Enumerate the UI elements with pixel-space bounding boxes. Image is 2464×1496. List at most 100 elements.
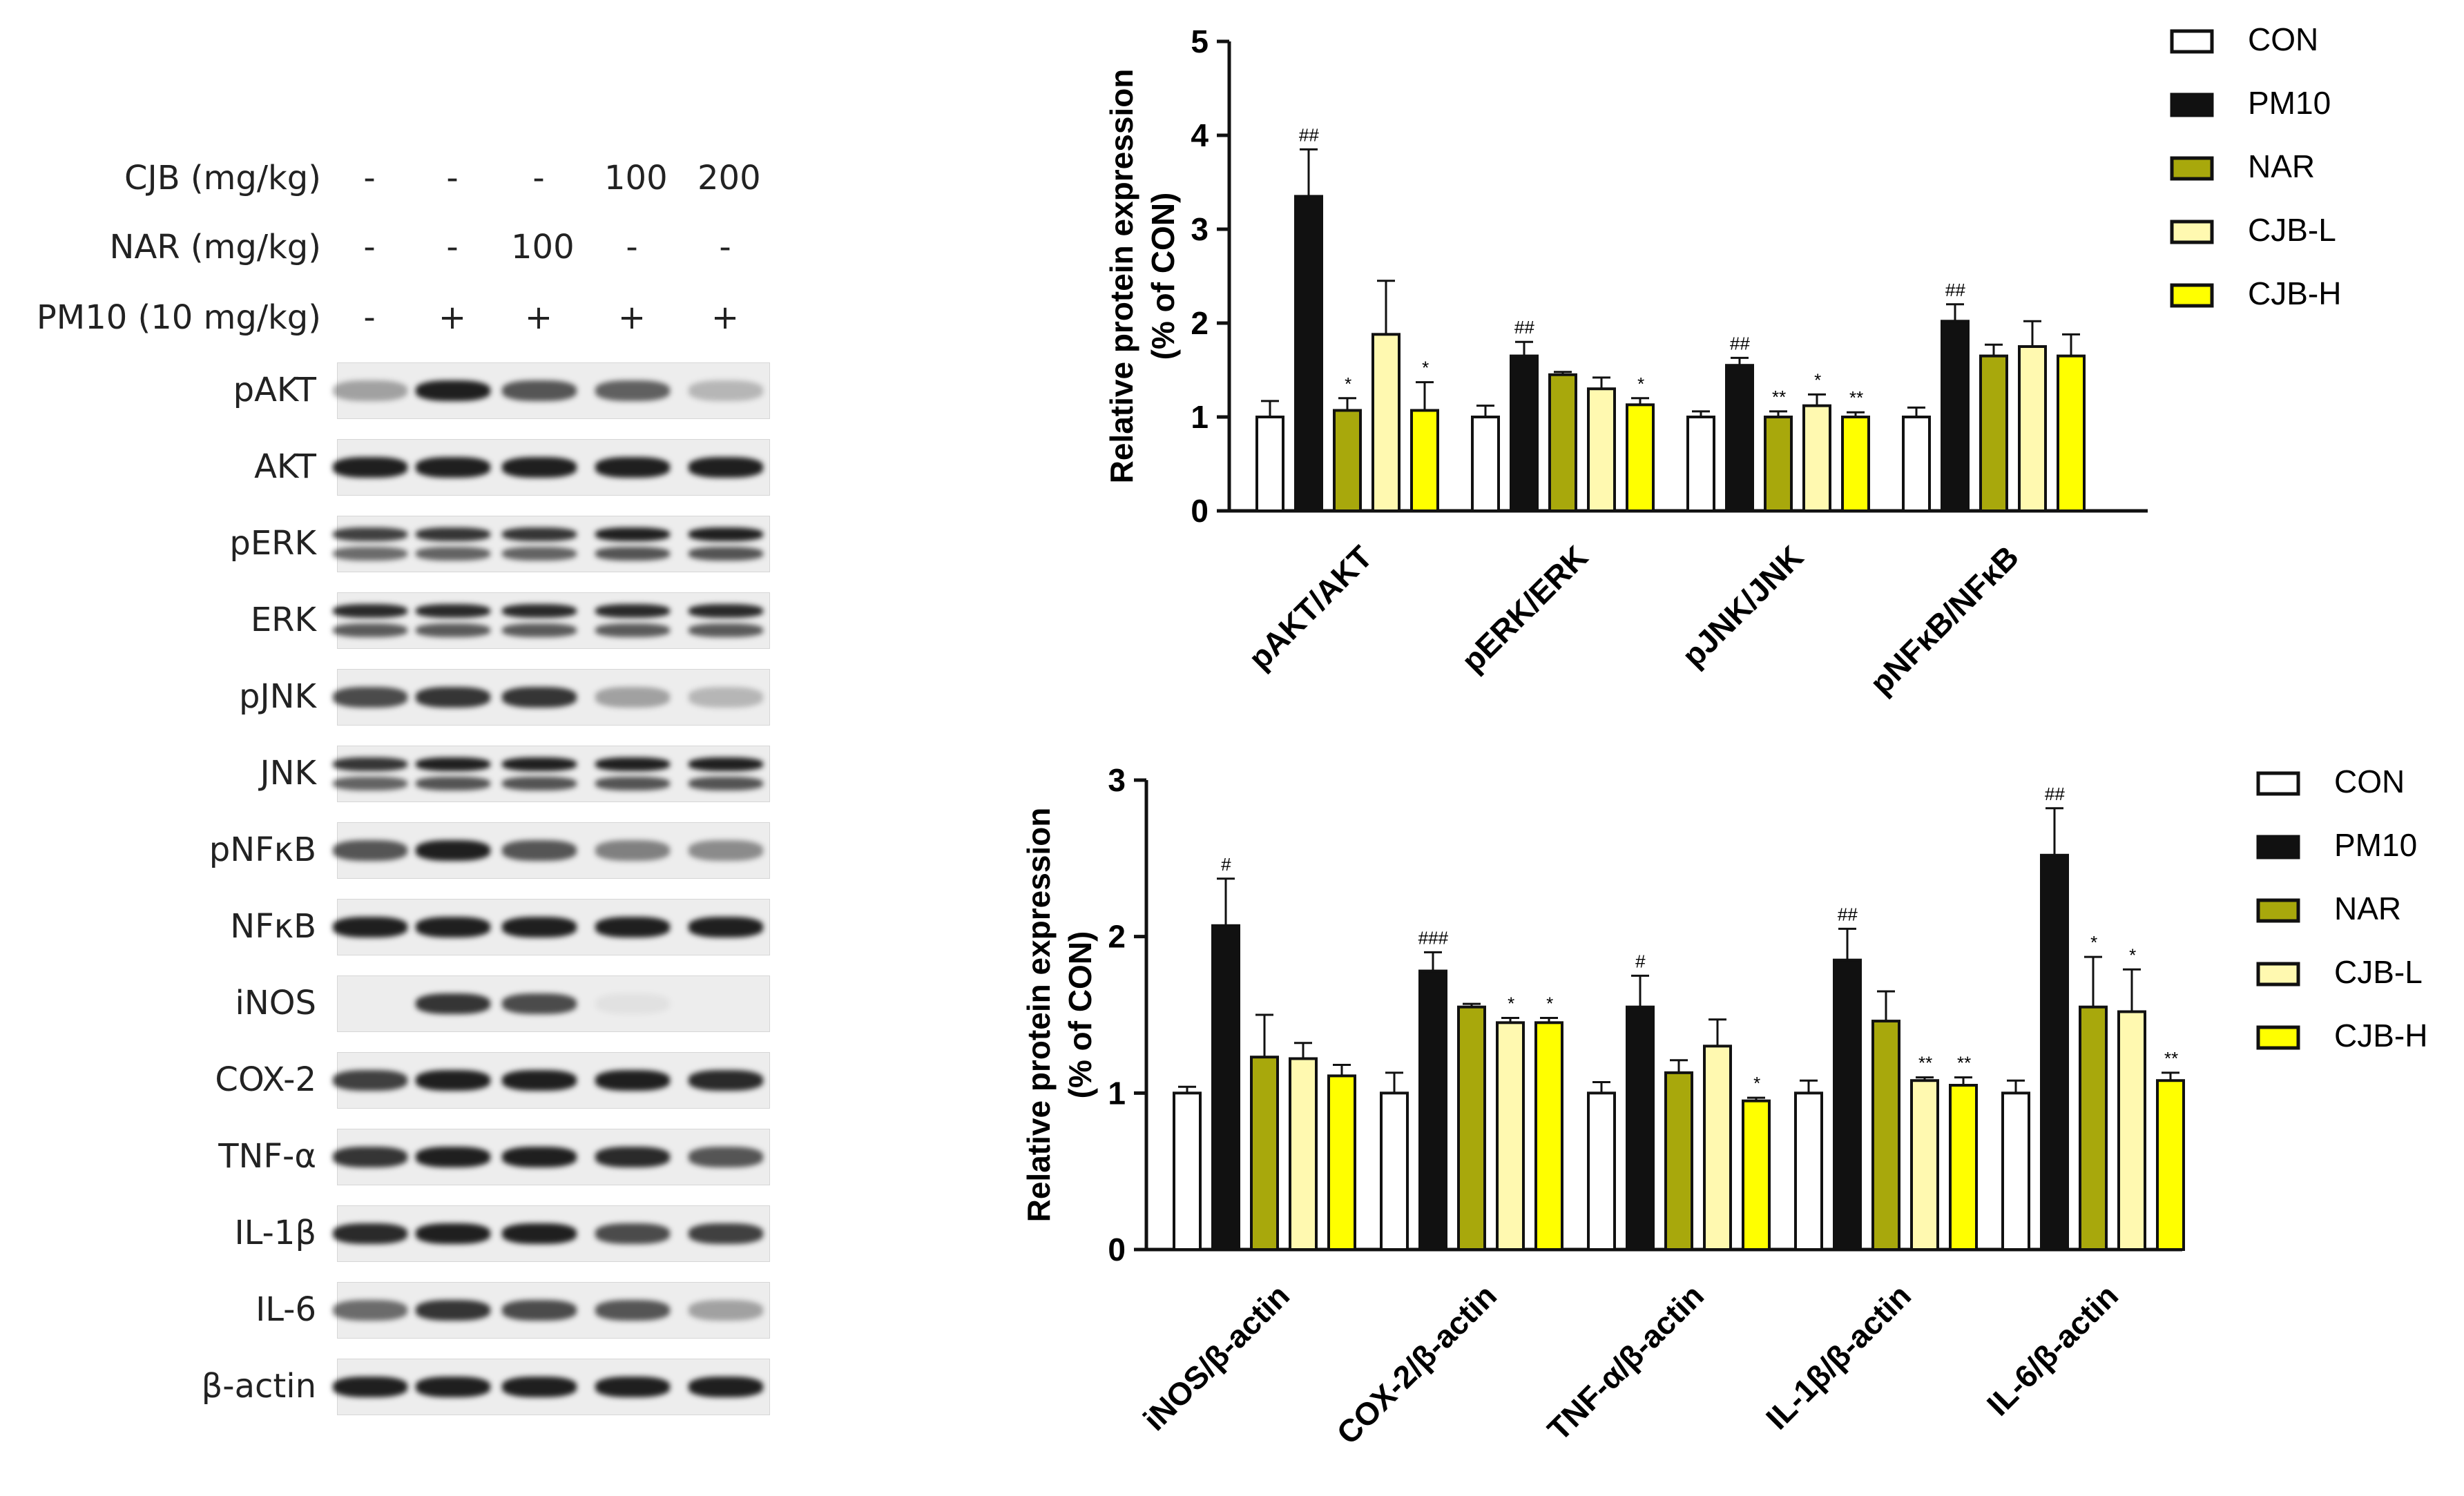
x-category-label: IL-6/β-actin	[1980, 1277, 2125, 1422]
blot-strip	[333, 899, 770, 955]
blot-strip	[333, 822, 770, 879]
bar	[1333, 409, 1362, 512]
blot-band	[595, 917, 670, 938]
y-tick-label: 0	[1108, 1232, 1126, 1267]
blot-band	[502, 687, 577, 708]
blot-protein-label: IL-6	[256, 1290, 316, 1329]
y-tick-label: 2	[1191, 305, 1209, 341]
y-tick-label: 4	[1191, 117, 1209, 153]
legend-swatch	[2256, 898, 2300, 923]
blot-strip	[333, 516, 770, 572]
y-axis-label: Relative protein expression	[1021, 808, 1057, 1223]
condition-value: +	[524, 298, 553, 337]
bar	[1587, 1091, 1616, 1252]
blot-band	[333, 547, 407, 561]
blot-band	[689, 777, 763, 791]
blot-band	[333, 993, 407, 1014]
significance-mark: ##	[2045, 784, 2065, 804]
bar	[2057, 354, 2086, 512]
x-category-label: COX-2/β-actin	[1329, 1277, 1503, 1451]
bar	[1725, 364, 1754, 513]
x-category-label: iNOS/β-actin	[1136, 1277, 1296, 1437]
y-tick-label: 1	[1108, 1075, 1126, 1111]
blot-band	[333, 380, 407, 401]
blot-band	[595, 1147, 670, 1167]
blot-band	[595, 603, 670, 618]
blot-band	[689, 1300, 763, 1321]
bar	[1587, 387, 1616, 513]
bar	[2117, 1010, 2146, 1251]
significance-mark: *	[1813, 369, 1821, 390]
significance-mark: **	[1849, 387, 1863, 408]
blot-band	[416, 380, 490, 401]
blot-band	[333, 457, 407, 478]
blot-band	[689, 687, 763, 708]
blot-band	[595, 457, 670, 478]
blot-band	[595, 1070, 670, 1091]
blot-band	[416, 623, 490, 638]
significance-mark: ##	[1838, 904, 1858, 924]
blot-band	[416, 1300, 490, 1321]
legend-label: PM10	[2248, 85, 2331, 121]
x-category-label: pAKT/AKT	[1242, 538, 1379, 676]
legend-swatch	[2256, 962, 2300, 987]
blot-band	[416, 687, 490, 708]
condition-value: -	[626, 228, 638, 266]
blot-band	[689, 380, 763, 401]
x-category-label: TNF-α/β-actin	[1541, 1277, 1711, 1447]
x-category-label: IL-1β/β-actin	[1759, 1277, 1918, 1436]
condition-value: +	[438, 298, 467, 337]
blot-strip	[333, 1282, 770, 1339]
condition-value: -	[363, 228, 376, 266]
bar	[1910, 1079, 1939, 1252]
bar	[1294, 195, 1323, 512]
blot-protein-label: COX-2	[215, 1060, 316, 1099]
significance-mark: #	[1635, 951, 1646, 971]
bar	[1742, 1099, 1771, 1251]
bar	[1289, 1057, 1318, 1251]
bar	[1764, 416, 1793, 512]
x-category-label: pJNK/JNK	[1675, 538, 1810, 674]
blot-protein-label: ERK	[250, 601, 316, 639]
legend-label: NAR	[2248, 148, 2315, 184]
bar	[1211, 924, 1240, 1252]
bar	[1664, 1071, 1693, 1251]
bar-chart-phospho: 0 1 2 3 4 5 Relative protein expression (% of C…	[1104, 21, 2341, 701]
y-tick-label: 3	[1191, 211, 1209, 247]
blot-band	[333, 687, 407, 708]
blot-strip	[333, 1052, 770, 1109]
significance-mark: *	[1546, 993, 1553, 1014]
blot-band	[502, 1070, 577, 1091]
bar	[1794, 1091, 1823, 1252]
blot-protein-label: pNFκB	[209, 830, 316, 869]
blot-band	[689, 457, 763, 478]
legend-swatch	[2256, 771, 2300, 796]
significance-mark: ##	[1730, 333, 1750, 353]
blot-band	[595, 527, 670, 541]
bar	[1871, 1020, 1900, 1251]
blot-strip	[337, 975, 770, 1032]
blot-strip	[333, 592, 770, 649]
blot-band	[333, 777, 407, 791]
blot-band	[333, 1300, 407, 1321]
blot-band	[595, 380, 670, 401]
significance-mark: ##	[1514, 317, 1534, 338]
blot-band	[416, 777, 490, 791]
blot-band	[689, 993, 763, 1014]
y-tick-label: 5	[1191, 23, 1209, 59]
blot-protein-label: iNOS	[235, 984, 317, 1022]
blot-protein-label: JNK	[260, 754, 316, 793]
condition-label: CJB (mg/kg)	[124, 159, 321, 197]
legend-label: PM10	[2334, 827, 2417, 863]
legend-label: NAR	[2334, 891, 2401, 926]
blot-protein-label: TNF-α	[218, 1137, 316, 1176]
legend-swatch	[2170, 93, 2214, 117]
blot-protein-label: pERK	[229, 524, 316, 563]
blot-strip	[333, 439, 770, 496]
condition-value: -	[363, 298, 376, 337]
bar	[1703, 1045, 1732, 1251]
significance-mark: **	[2164, 1048, 2178, 1069]
significance-mark: **	[1956, 1053, 1971, 1074]
blot-band	[333, 527, 407, 541]
blot-strip	[333, 669, 770, 726]
